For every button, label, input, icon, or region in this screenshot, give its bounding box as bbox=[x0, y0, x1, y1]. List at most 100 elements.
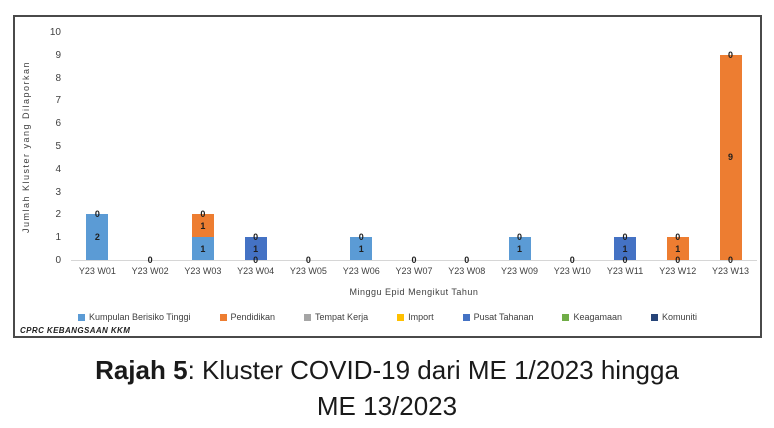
category-slot: 1 0 0 Y23 W11 bbox=[599, 33, 652, 276]
caption-line-1: Rajah 5: Kluster COVID-19 dari ME 1/2023… bbox=[0, 352, 774, 388]
legend-marker-icon bbox=[304, 313, 312, 321]
bar-segment-kumpulan-berisiko-tinggi: 2 bbox=[86, 214, 109, 260]
x-category-label: Y23 W13 bbox=[712, 266, 750, 276]
y-tick-label: 6 bbox=[55, 118, 61, 130]
y-tick-label: 3 bbox=[55, 186, 61, 198]
zero-data-label: 0 bbox=[358, 232, 364, 243]
zero-data-label: 0 bbox=[675, 232, 681, 243]
bar-segment-kumpulan-berisiko-tinggi: 1 bbox=[191, 237, 214, 260]
x-category-label: Y23 W10 bbox=[553, 266, 591, 276]
bar-value-label: 2 bbox=[94, 232, 100, 243]
bar-value-label: 1 bbox=[622, 243, 628, 254]
category-slot: 0 Y23 W10 bbox=[546, 33, 599, 276]
legend-label: Tempat Kerja bbox=[315, 312, 369, 322]
bar-segment-pendidikan: 1 bbox=[666, 237, 689, 260]
zero-data-label: 0 bbox=[675, 255, 681, 265]
x-category-label: Y23 W06 bbox=[342, 266, 380, 276]
y-tick-label: 2 bbox=[55, 209, 61, 221]
bar-segment-pendidikan: 9 bbox=[719, 54, 742, 260]
legend-marker-icon bbox=[651, 313, 659, 321]
bar-y23-w07: 0 bbox=[403, 33, 425, 265]
bar-y23-w13: 9 0 0 bbox=[719, 33, 742, 265]
category-slot: 0 Y23 W05 bbox=[282, 33, 335, 276]
y-tick-label: 10 bbox=[49, 27, 61, 38]
y-tick-label: 5 bbox=[55, 141, 61, 152]
bar-y23-w10: 0 bbox=[561, 33, 583, 265]
bar-value-label: 1 bbox=[200, 220, 206, 231]
source-watermark: CPRC KEBANGSAAN KKM bbox=[20, 326, 131, 335]
zero-data-label: 0 bbox=[305, 255, 311, 265]
legend-item-komuniti: Komuniti bbox=[651, 312, 697, 322]
zero-data-label: 0 bbox=[253, 255, 259, 265]
x-category-label: Y23 W08 bbox=[448, 266, 486, 276]
zero-data-label: 0 bbox=[516, 232, 522, 243]
zero-data-label: 0 bbox=[728, 255, 734, 265]
y-tick-label: 9 bbox=[55, 49, 61, 61]
bar-segment-pusat-tahanan: 1 bbox=[614, 237, 637, 260]
legend-marker-icon bbox=[462, 313, 470, 321]
bar-segment-pendidikan: 1 bbox=[191, 214, 214, 238]
category-slot: 1 0 Y23 W09 bbox=[493, 33, 546, 276]
legend-label: Komuniti bbox=[662, 312, 698, 322]
x-category-label: Y23 W12 bbox=[659, 266, 697, 276]
zero-data-label: 0 bbox=[94, 209, 100, 220]
legend-marker-icon bbox=[562, 313, 570, 321]
bar-y23-w02: 0 bbox=[139, 33, 161, 265]
zero-data-label: 0 bbox=[622, 232, 628, 243]
category-slot: 1 0 0 Y23 W12 bbox=[651, 33, 704, 276]
category-slot: 2 0 Y23 W01 bbox=[71, 33, 124, 276]
bar-segment-pusat-tahanan: 1 bbox=[244, 237, 267, 260]
x-category-label: Y23 W09 bbox=[500, 266, 539, 276]
zero-data-label: 0 bbox=[200, 209, 206, 220]
bar-value-label: 1 bbox=[358, 243, 364, 254]
x-category-label: Y23 W04 bbox=[237, 266, 275, 276]
x-category-label: Y23 W02 bbox=[131, 266, 169, 276]
legend-label: Kumpulan Berisiko Tinggi bbox=[88, 312, 191, 322]
legend-label: Pusat Tahanan bbox=[473, 312, 534, 322]
category-slot: 1 0 Y23 W06 bbox=[335, 33, 388, 276]
y-axis-title: Jumlah Kluster yang Dilaporkan bbox=[21, 60, 31, 234]
bar-y23-w08: 0 bbox=[456, 33, 478, 265]
caption-figure-number: Rajah 5 bbox=[95, 355, 188, 385]
legend-marker-icon bbox=[397, 313, 405, 321]
legend-marker-icon bbox=[219, 313, 227, 321]
x-category-label: Y23 W07 bbox=[395, 266, 433, 276]
x-category-label: Y23 W01 bbox=[78, 266, 116, 276]
legend: Kumpulan Berisiko Tinggi Pendidikan Tempat… bbox=[15, 312, 760, 322]
y-axis-ticks: 0 1 2 3 4 5 6 7 8 9 10 bbox=[39, 28, 61, 266]
bar-segment-kumpulan-berisiko-tinggi: 1 bbox=[350, 237, 373, 260]
category-slot: 1 0 0 Y23 W04 bbox=[229, 33, 282, 276]
y-tick-label: 8 bbox=[55, 72, 61, 84]
x-category-label: Y23 W03 bbox=[184, 266, 222, 276]
bar-value-label: 1 bbox=[675, 243, 681, 254]
caption-text: : Kluster COVID-19 dari ME 1/2023 hingga bbox=[187, 355, 679, 385]
legend-item-keagamaan: Keagamaan bbox=[562, 312, 622, 322]
plot-area: 2 0 Y23 W01 0 Y23 W02 1 1 0 Y23 W03 1 0 0 Y23 W04 0 Y2… bbox=[71, 33, 757, 276]
category-slot: 9 0 0 Y23 W13 bbox=[704, 33, 757, 276]
legend-marker-icon bbox=[77, 313, 85, 321]
category-slot: 0 Y23 W08 bbox=[440, 33, 493, 276]
legend-item-pendidikan: Pendidikan bbox=[219, 312, 275, 322]
x-axis-title: Minggu Epid Mengikut Tahun bbox=[349, 287, 479, 297]
y-tick-label: 1 bbox=[55, 232, 61, 244]
legend-label: Keagamaan bbox=[573, 312, 623, 322]
bar-value-label: 9 bbox=[728, 152, 734, 163]
bar-segment-kumpulan-berisiko-tinggi: 1 bbox=[508, 237, 531, 260]
category-slot: 0 Y23 W02 bbox=[124, 33, 177, 276]
caption-line-2: ME 13/2023 bbox=[316, 391, 458, 421]
bar-y23-w05: 0 bbox=[297, 33, 319, 265]
y-tick-label: 4 bbox=[55, 163, 61, 175]
zero-data-label: 0 bbox=[622, 255, 628, 265]
category-slot: 0 Y23 W07 bbox=[388, 33, 441, 276]
zero-data-label: 0 bbox=[728, 49, 734, 60]
bar-value-label: 1 bbox=[516, 243, 522, 254]
legend-item-kumpulan-berisiko-tinggi: Kumpulan Berisiko Tinggi bbox=[77, 312, 191, 322]
